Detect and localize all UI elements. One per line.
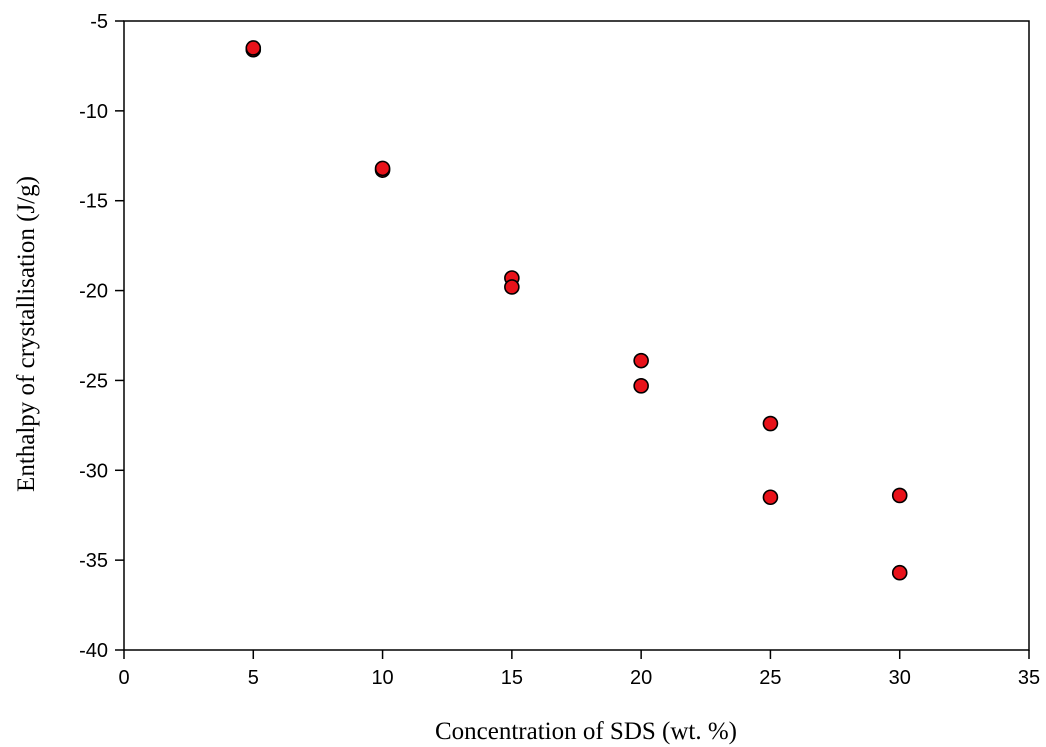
data-point (762, 489, 779, 506)
plot-border (123, 20, 1030, 651)
data-point (891, 564, 908, 581)
x-tick-label: 30 (889, 667, 911, 689)
data-point (504, 279, 520, 295)
y-tick-label: -5 (90, 11, 108, 33)
y-tick-label: -20 (79, 281, 108, 303)
x-tick-label: 20 (630, 667, 652, 689)
x-tick-label: 10 (371, 667, 393, 689)
y-tick-label: -40 (79, 640, 108, 662)
data-point (245, 40, 262, 56)
y-tick-label: -30 (79, 460, 108, 482)
x-tick-label: 25 (759, 667, 781, 689)
y-tick-label: -25 (79, 370, 108, 392)
data-point (891, 487, 908, 504)
y-axis-title: Enthalpy of crystallisation (J/g) (13, 176, 40, 492)
x-tick-label: 35 (1018, 667, 1040, 689)
x-axis-title: Concentration of SDS (wt. %) (435, 718, 737, 745)
y-axis: -5 -10 -15 -20 -25 -30 -35 -40 (79, 11, 124, 662)
x-tick-label: 15 (501, 667, 523, 689)
x-tick-label: 5 (248, 667, 259, 689)
data-points (245, 40, 908, 581)
y-tick-label: -15 (79, 191, 108, 213)
y-tick-label: -35 (79, 550, 108, 572)
plot-area (123, 20, 1030, 651)
data-point (633, 378, 649, 394)
data-point (374, 160, 391, 177)
x-tick-label: 0 (118, 667, 129, 689)
x-axis: 0 5 10 15 20 25 30 35 (118, 650, 1040, 689)
y-tick-label: -10 (79, 101, 108, 123)
data-point (633, 352, 649, 369)
data-point (762, 415, 779, 432)
